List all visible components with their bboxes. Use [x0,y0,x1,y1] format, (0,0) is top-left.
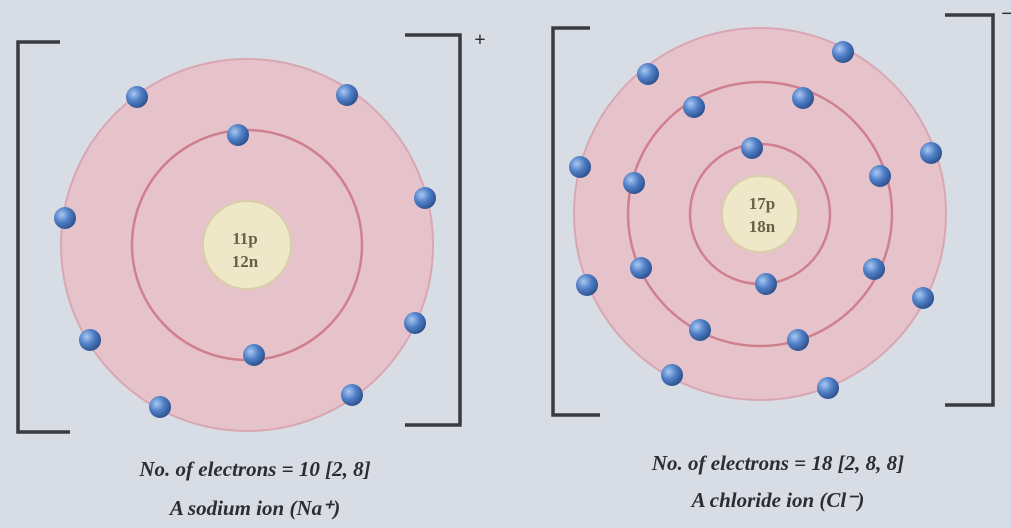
electron [79,329,101,351]
bracket [405,33,462,427]
middle-shell [626,80,894,348]
nucleus [202,200,292,290]
electron [661,364,683,386]
electron [792,87,814,109]
nucleus-label: 11p [232,229,258,248]
electron [863,258,885,280]
electron [787,329,809,351]
nucleus-label: 18n [749,217,776,236]
electron [630,257,652,279]
caption: No. of electrons = 18 [2, 8, 8] [651,451,904,475]
electron [869,165,891,187]
bracket [945,13,995,407]
nucleus-label: 12n [232,252,259,271]
electron [336,84,358,106]
charge: + [474,29,485,51]
electron [576,274,598,296]
electron [414,187,436,209]
electron [920,142,942,164]
electron [817,377,839,399]
charge: − [1001,3,1011,25]
electron [126,86,148,108]
electron [689,319,711,341]
caption: A chloride ion (Cl⁻) [690,488,865,512]
electron [755,273,777,295]
sodium-ion: 11p 12n + No. of electrons = 10 [2, 8] A… [16,29,486,520]
electron [741,137,763,159]
caption: A sodium ion (Na⁺) [168,496,340,520]
electron [569,156,591,178]
electron [683,96,705,118]
electron [149,396,171,418]
electron [623,172,645,194]
electron [637,63,659,85]
bracket [16,40,70,434]
electron [341,384,363,406]
electron [227,124,249,146]
electron [54,207,76,229]
nucleus-label: 17p [749,194,775,213]
electron [912,287,934,309]
nucleus [721,175,799,253]
electron [243,344,265,366]
electron [404,312,426,334]
electron [832,41,854,63]
chloride-ion: 17p 18n − No. of electrons = 18 [2, 8, 8… [551,3,1011,512]
bracket [551,26,600,417]
caption: No. of electrons = 10 [2, 8] [138,457,370,481]
